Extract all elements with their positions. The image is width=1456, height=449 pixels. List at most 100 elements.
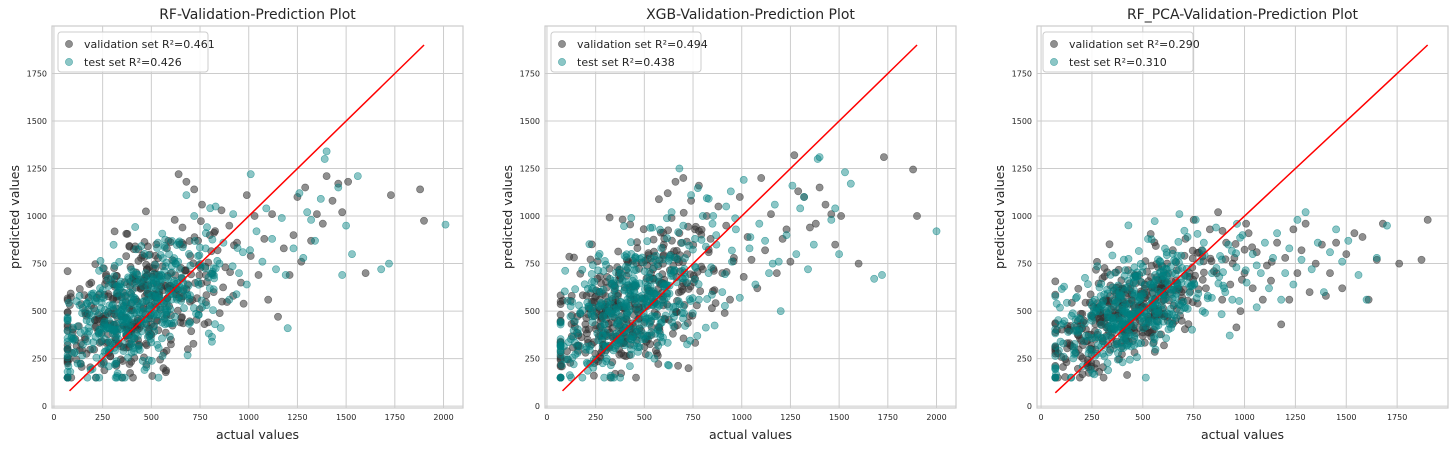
data-point bbox=[1364, 295, 1373, 304]
data-point bbox=[85, 297, 93, 306]
data-point bbox=[565, 371, 574, 380]
data-point bbox=[1139, 262, 1147, 271]
data-point bbox=[1150, 217, 1159, 225]
legend-label: validation set R²=0.461 bbox=[84, 38, 215, 51]
data-point bbox=[570, 317, 579, 326]
legend: validation set R²=0.494 test set R²=0.438 bbox=[550, 31, 708, 73]
data-point bbox=[664, 226, 672, 235]
data-point bbox=[1143, 312, 1151, 321]
data-point bbox=[1088, 316, 1096, 325]
data-point bbox=[665, 302, 673, 311]
data-point bbox=[134, 257, 143, 265]
data-point bbox=[612, 320, 621, 329]
data-point bbox=[301, 183, 310, 192]
data-point bbox=[123, 307, 131, 316]
data-point bbox=[180, 304, 188, 312]
data-point bbox=[71, 348, 79, 356]
data-point bbox=[618, 215, 627, 224]
data-point bbox=[1118, 320, 1126, 329]
data-point bbox=[1293, 269, 1302, 277]
data-point bbox=[165, 319, 174, 328]
data-point bbox=[1220, 284, 1229, 293]
data-point bbox=[753, 284, 762, 293]
data-point bbox=[1214, 279, 1223, 288]
y-tick-label: 750 bbox=[1017, 260, 1032, 269]
data-point bbox=[289, 231, 298, 239]
data-point bbox=[232, 290, 241, 299]
data-point bbox=[95, 329, 103, 337]
data-point bbox=[182, 191, 191, 199]
data-point bbox=[633, 238, 641, 247]
data-point bbox=[878, 271, 886, 279]
data-point bbox=[76, 359, 85, 368]
data-point bbox=[576, 269, 585, 278]
data-point bbox=[679, 208, 688, 217]
data-point bbox=[201, 298, 210, 307]
data-point bbox=[1165, 310, 1173, 319]
data-point bbox=[1244, 229, 1253, 238]
data-point bbox=[1206, 225, 1214, 234]
data-point bbox=[684, 285, 693, 293]
data-point bbox=[219, 283, 227, 292]
x-axis-label: actual values bbox=[216, 427, 299, 442]
data-point bbox=[119, 347, 128, 355]
data-point bbox=[811, 219, 820, 228]
data-point bbox=[669, 303, 678, 311]
x-tick-label: 500 bbox=[637, 413, 652, 422]
data-point bbox=[156, 303, 165, 311]
data-point bbox=[1175, 210, 1184, 218]
data-point bbox=[656, 319, 665, 327]
data-point bbox=[1158, 276, 1167, 285]
data-point bbox=[653, 291, 661, 299]
data-point bbox=[1133, 353, 1141, 362]
data-point bbox=[215, 259, 224, 268]
data-point bbox=[1232, 323, 1241, 332]
data-point bbox=[1193, 229, 1202, 238]
data-point bbox=[681, 254, 689, 263]
x-tick-label: 1500 bbox=[336, 413, 356, 422]
data-point bbox=[153, 316, 162, 325]
data-point bbox=[236, 278, 245, 287]
data-point bbox=[1119, 344, 1128, 352]
data-point bbox=[1090, 370, 1099, 379]
data-point bbox=[1267, 276, 1275, 285]
legend-label: test set R²=0.426 bbox=[84, 56, 182, 69]
data-point bbox=[1350, 229, 1359, 238]
data-point bbox=[92, 373, 100, 382]
y-tick-label: 1250 bbox=[27, 165, 47, 174]
data-point bbox=[75, 301, 84, 309]
data-point bbox=[627, 238, 635, 247]
data-point bbox=[1074, 284, 1083, 293]
data-point bbox=[1113, 355, 1122, 364]
data-point bbox=[166, 305, 175, 314]
data-point bbox=[1358, 233, 1367, 241]
x-tick-label: 1000 bbox=[732, 413, 752, 422]
data-point bbox=[651, 255, 660, 264]
data-point bbox=[1301, 219, 1310, 228]
legend-box bbox=[57, 31, 209, 73]
data-point bbox=[587, 284, 596, 292]
data-point bbox=[1201, 308, 1209, 317]
data-point bbox=[79, 340, 87, 349]
data-point bbox=[126, 369, 135, 377]
data-point bbox=[706, 234, 715, 243]
data-point bbox=[1297, 255, 1306, 264]
x-tick-label: 1750 bbox=[1387, 413, 1407, 422]
data-point bbox=[1148, 304, 1157, 313]
data-point bbox=[116, 307, 125, 315]
data-point bbox=[1252, 303, 1261, 312]
data-point bbox=[835, 250, 843, 258]
data-point bbox=[141, 207, 150, 216]
data-point bbox=[153, 244, 161, 252]
data-point bbox=[1097, 320, 1105, 329]
data-point bbox=[712, 240, 721, 249]
data-point bbox=[1054, 316, 1063, 324]
data-point bbox=[573, 342, 582, 351]
data-point bbox=[804, 265, 812, 274]
data-point bbox=[1162, 248, 1171, 257]
data-point bbox=[674, 228, 683, 236]
data-point bbox=[201, 244, 210, 253]
data-point bbox=[600, 319, 608, 328]
data-point bbox=[67, 332, 76, 340]
data-point bbox=[743, 233, 752, 241]
